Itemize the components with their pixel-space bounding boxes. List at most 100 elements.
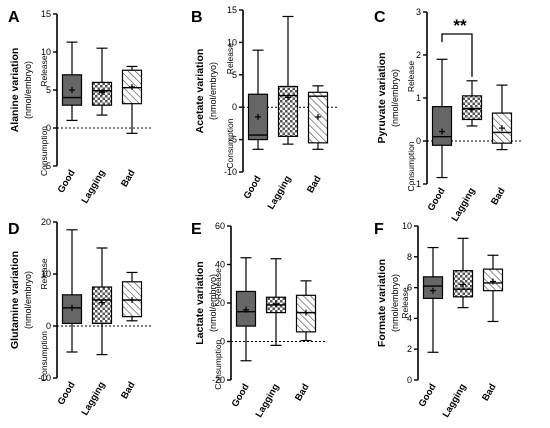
box-good [431,58,453,179]
category-label: Lagging [450,186,478,224]
box-good [61,229,83,353]
y-axis-title: Alanine variation [9,48,21,133]
release-label: Release [213,268,223,299]
box-bad [295,280,317,342]
y-tick-label: 60 [215,221,225,231]
y-axis-unit: (nmol/embryo) [23,61,33,119]
category-label: Lagging [254,382,282,420]
box-bad [121,65,143,134]
panel-B: B -10 -5 0 5 10 15 Acetate variation (nmol/embry… [191,5,337,212]
box-good [61,41,83,122]
category-label: Good [56,168,78,195]
y-tick-label: 4 [407,313,412,323]
panel-F: F 0 2 4 6 8 10 Formate variation (nmol/embryo) Re… [374,221,504,420]
box-bad [491,84,513,151]
panel-C: C -1 0 1 2 3 Pyruvate variation (nmol/embryo) Re… [374,7,521,224]
panel-D: D -10 0 10 20 Glutamine variation (nmol/embryo… [8,217,151,418]
y-tick-label: 0 [46,123,51,133]
y-tick-label: -10 [38,373,51,383]
y-tick-label: 15 [41,9,51,19]
y-axis-unit: (nmol/embryo) [208,274,218,332]
y-axis-title: Lactate variation [194,261,206,344]
y-tick-label: 5 [232,70,237,80]
y-tick-label: 0 [416,136,421,146]
category-label: Bad [293,382,312,403]
box-lagging [91,247,113,356]
y-tick-label: 0 [46,321,51,331]
y-axis-title: Pyruvate variation [376,52,388,143]
consumption-label: Consumption [225,118,235,168]
y-tick-label: 2 [416,50,421,60]
significance-bracket [441,33,473,77]
category-label: Good [56,380,78,407]
box-lagging [452,237,474,309]
y-tick-label: 20 [41,217,51,227]
y-tick-label: -10 [224,167,237,177]
y-tick-label: 0 [232,102,237,112]
consumption-label: Consumption [39,126,49,176]
category-label: Bad [119,380,138,401]
y-tick-label: 2 [407,344,412,354]
box-good [247,49,269,150]
box-iqr [277,85,299,137]
y-tick-label: 15 [227,5,237,15]
y-tick-label: -5 [43,161,51,171]
release-label: Release [406,61,416,92]
box-lagging [277,15,299,145]
category-label: Bad [489,186,508,207]
box-lagging [461,80,483,127]
y-tick-label: 3 [416,7,421,17]
y-tick-label: -1 [413,179,421,189]
category-label: Lagging [80,380,108,418]
y-tick-label: 6 [407,283,412,293]
panel-letter: D [8,221,20,238]
box-bad [482,254,504,323]
y-tick-label: 10 [402,221,412,231]
significance-label: ** [453,16,467,35]
y-axis-title: Glutamine variation [9,251,21,349]
category-label: Good [417,382,439,409]
panel-A: A -5 0 5 10 15 Alanine variation (nmol/embryo) R… [8,9,151,206]
category-label: Lagging [266,174,294,212]
panel-letter: B [191,9,203,26]
y-axis-unit: (nmol/embryo) [390,69,400,127]
category-label: Good [230,382,252,409]
y-axis-unit: (nmol/embryo) [208,62,218,120]
category-label: Bad [119,168,138,189]
y-axis-unit: (nmol/embryo) [390,274,400,332]
box-lagging [91,47,113,116]
category-label: Bad [480,382,499,403]
y-tick-label: 10 [227,37,237,47]
consumption-label: Consumption [39,331,49,381]
y-tick-label: 8 [407,252,412,262]
y-tick-label: 10 [41,47,51,57]
release-label: Release [225,43,235,74]
release-label: Release [400,287,410,318]
box-good [422,246,444,353]
panel-letter: C [374,9,386,26]
y-tick-label: 20 [215,298,225,308]
y-tick-label: 1 [416,93,421,103]
panel-letter: E [191,221,202,238]
consumption-label: Consumption [213,339,223,389]
category-label: Bad [305,174,324,195]
panel-letter: F [374,221,384,238]
box-bad [121,271,143,322]
category-label: Good [242,174,264,201]
y-tick-label: -20 [212,375,225,385]
panel-E: E -20 0 20 40 60 Lactate variation (nmol/embryo… [191,221,325,420]
y-tick-label: 0 [220,337,225,347]
y-tick-label: -5 [229,135,237,145]
category-label: Lagging [80,168,108,206]
box-good [235,257,257,362]
y-axis-unit: (nmol/embryo) [23,271,33,329]
y-tick-label: 0 [407,375,412,385]
panel-letter: A [8,9,20,26]
y-axis-title: Formate variation [376,259,388,347]
consumption-label: Consumption [406,141,416,191]
y-tick-label: 5 [46,85,51,95]
box-iqr [431,105,453,146]
box-bad [307,85,329,150]
release-label: Release [39,258,49,289]
